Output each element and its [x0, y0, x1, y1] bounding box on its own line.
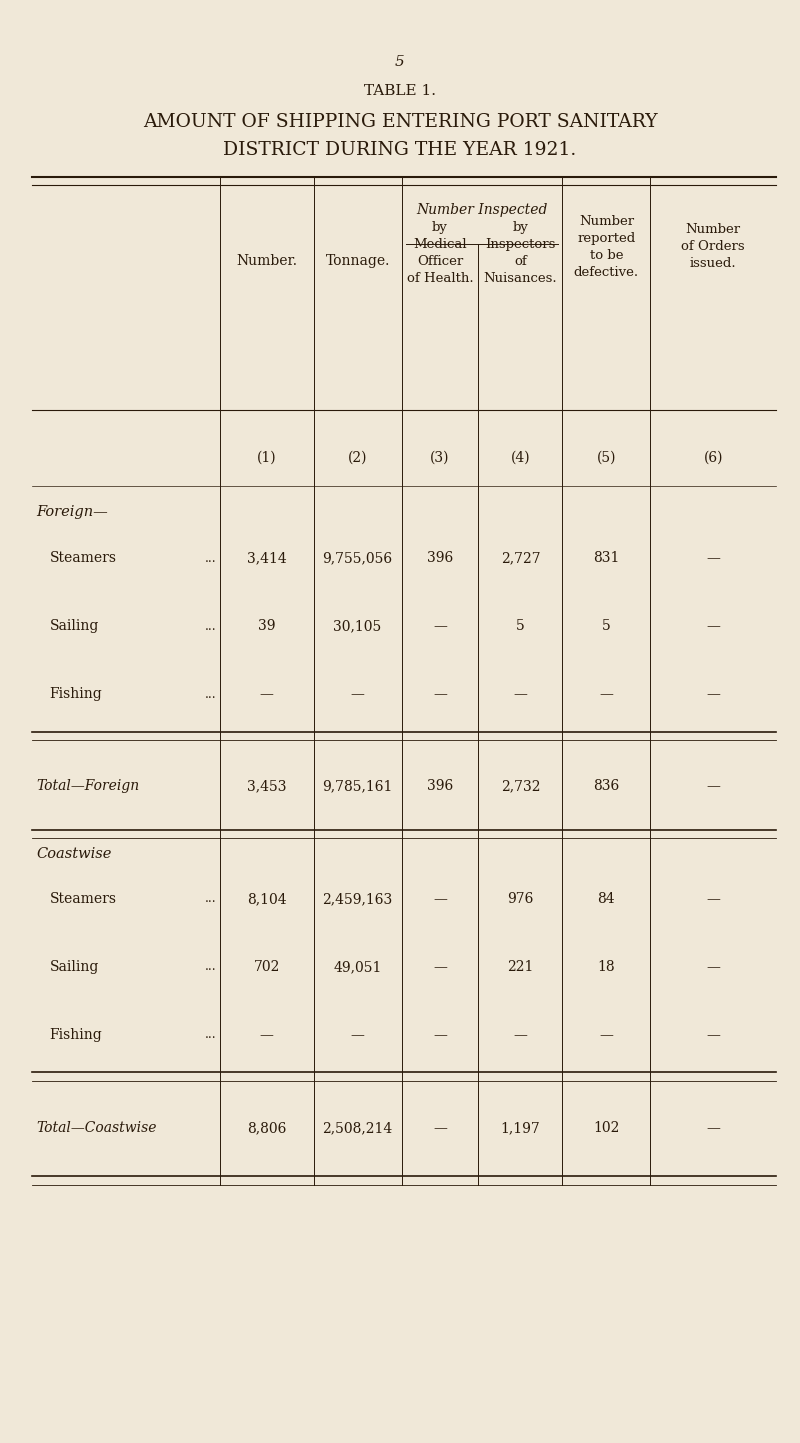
Text: TABLE 1.: TABLE 1.: [364, 84, 436, 98]
Text: 39: 39: [258, 619, 275, 633]
Text: 702: 702: [254, 960, 280, 974]
Text: Number
of Orders
issued.: Number of Orders issued.: [682, 224, 745, 270]
Text: 3,414: 3,414: [247, 551, 286, 566]
Text: Number Inspected: Number Inspected: [416, 203, 548, 218]
Text: 2,508,214: 2,508,214: [322, 1121, 393, 1136]
Text: 396: 396: [427, 551, 453, 566]
Text: Foreign—: Foreign—: [36, 505, 108, 519]
Text: —: —: [433, 1121, 447, 1136]
Text: Total—Foreign: Total—Foreign: [36, 779, 139, 794]
Text: 5: 5: [602, 619, 610, 633]
Text: 5: 5: [516, 619, 525, 633]
Text: 8,104: 8,104: [247, 892, 286, 906]
Text: —: —: [514, 687, 527, 701]
Text: Number
reported
to be
defective.: Number reported to be defective.: [574, 215, 639, 278]
Text: ...: ...: [204, 960, 216, 974]
Text: Steamers: Steamers: [50, 892, 117, 906]
Text: —: —: [706, 1027, 720, 1042]
Text: Sailing: Sailing: [50, 960, 99, 974]
Text: ...: ...: [204, 551, 216, 566]
Text: (2): (2): [348, 450, 367, 465]
Text: 102: 102: [594, 1121, 619, 1136]
Text: 30,105: 30,105: [334, 619, 382, 633]
Text: 976: 976: [507, 892, 534, 906]
Text: —: —: [706, 1121, 720, 1136]
Text: (6): (6): [703, 450, 723, 465]
Text: 49,051: 49,051: [334, 960, 382, 974]
Text: 1,197: 1,197: [501, 1121, 540, 1136]
Text: 836: 836: [594, 779, 619, 794]
Text: (4): (4): [510, 450, 530, 465]
Text: 396: 396: [427, 779, 453, 794]
Text: —: —: [433, 892, 447, 906]
Text: —: —: [260, 687, 274, 701]
Text: (1): (1): [257, 450, 277, 465]
Text: —: —: [433, 960, 447, 974]
Text: —: —: [433, 619, 447, 633]
Text: —: —: [350, 687, 365, 701]
Text: —: —: [599, 687, 614, 701]
Text: —: —: [260, 1027, 274, 1042]
Text: Sailing: Sailing: [50, 619, 99, 633]
Text: ...: ...: [204, 687, 216, 701]
Text: Total—Coastwise: Total—Coastwise: [36, 1121, 157, 1136]
Text: 8,806: 8,806: [247, 1121, 286, 1136]
Text: DISTRICT DURING THE YEAR 1921.: DISTRICT DURING THE YEAR 1921.: [223, 141, 577, 159]
Text: Fishing: Fishing: [50, 687, 102, 701]
Text: —: —: [706, 687, 720, 701]
Text: Fishing: Fishing: [50, 1027, 102, 1042]
Text: 2,727: 2,727: [501, 551, 540, 566]
Text: —: —: [514, 1027, 527, 1042]
Text: AMOUNT OF SHIPPING ENTERING PORT SANITARY: AMOUNT OF SHIPPING ENTERING PORT SANITAR…: [142, 113, 658, 130]
Text: 3,453: 3,453: [247, 779, 286, 794]
Text: 18: 18: [598, 960, 615, 974]
Text: —: —: [706, 779, 720, 794]
Text: ...: ...: [204, 892, 216, 906]
Text: —: —: [706, 960, 720, 974]
Text: (5): (5): [597, 450, 616, 465]
Text: Coastwise: Coastwise: [36, 847, 111, 861]
Text: —: —: [706, 619, 720, 633]
Text: ...: ...: [204, 1027, 216, 1042]
Text: 9,785,161: 9,785,161: [322, 779, 393, 794]
Text: 2,459,163: 2,459,163: [322, 892, 393, 906]
Text: 9,755,056: 9,755,056: [322, 551, 393, 566]
Text: 831: 831: [594, 551, 619, 566]
Text: —: —: [706, 892, 720, 906]
Text: by
Medical
Officer
of Health.: by Medical Officer of Health.: [406, 221, 474, 284]
Text: by
Inspectors
of
Nuisances.: by Inspectors of Nuisances.: [483, 221, 558, 284]
Text: —: —: [706, 551, 720, 566]
Text: Number.: Number.: [236, 254, 298, 268]
Text: 221: 221: [507, 960, 534, 974]
Text: —: —: [599, 1027, 614, 1042]
Text: Steamers: Steamers: [50, 551, 117, 566]
Text: —: —: [433, 1027, 447, 1042]
Text: 5: 5: [395, 55, 405, 69]
Text: —: —: [433, 687, 447, 701]
Text: (3): (3): [430, 450, 450, 465]
Text: ...: ...: [204, 619, 216, 633]
Text: —: —: [350, 1027, 365, 1042]
Text: Tonnage.: Tonnage.: [326, 254, 390, 268]
Text: 2,732: 2,732: [501, 779, 540, 794]
Text: 84: 84: [598, 892, 615, 906]
